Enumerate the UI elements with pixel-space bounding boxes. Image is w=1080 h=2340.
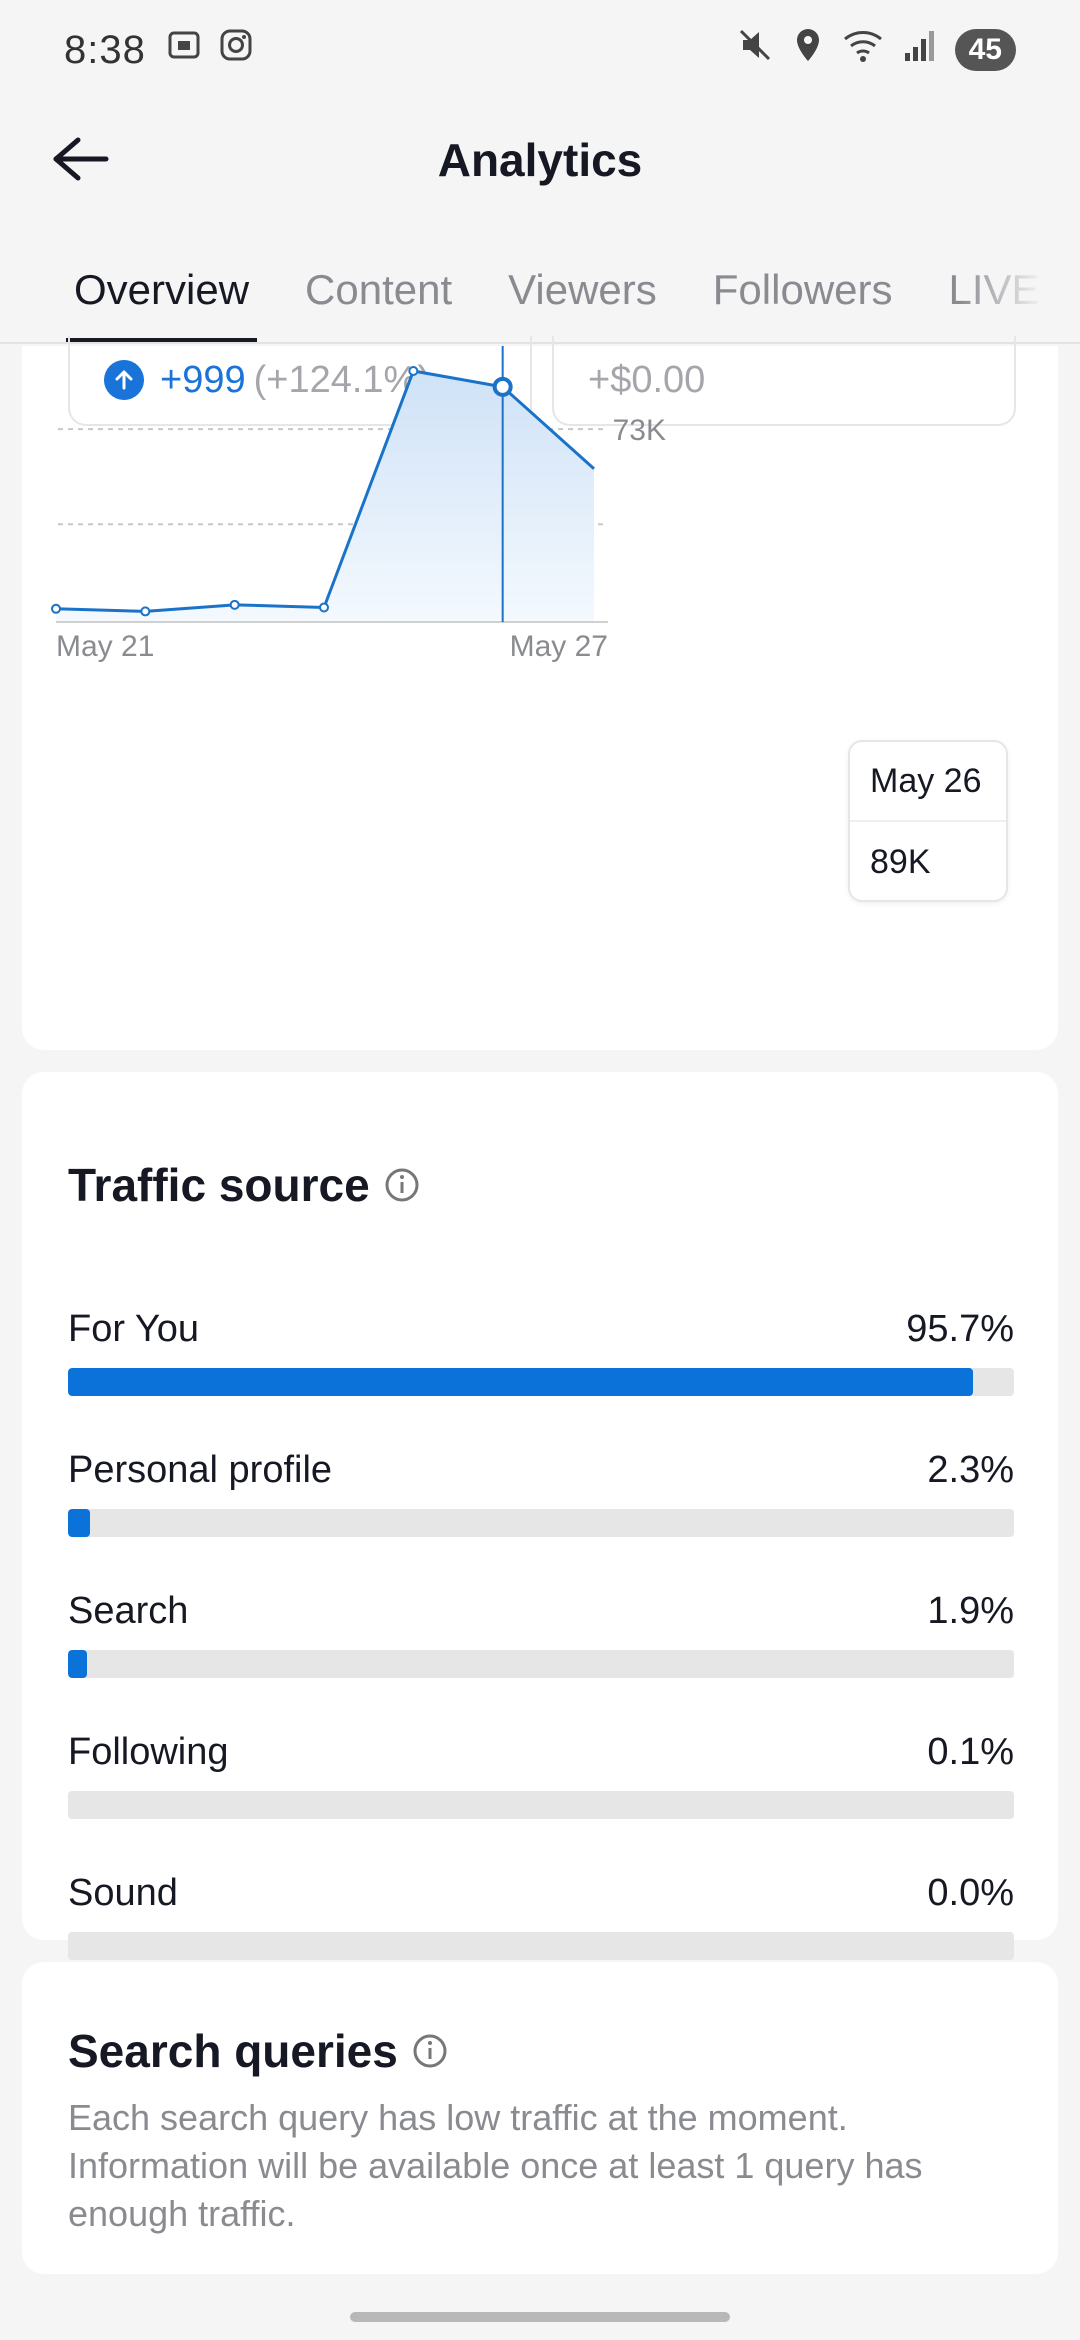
chart-point[interactable] bbox=[140, 606, 151, 617]
chart-point[interactable] bbox=[408, 365, 419, 376]
traffic-label: Personal profile bbox=[68, 1449, 333, 1491]
traffic-row-sound: Sound 0.0% bbox=[68, 1872, 1014, 1960]
screenshot-icon bbox=[164, 25, 204, 75]
traffic-label: Sound bbox=[68, 1872, 178, 1914]
traffic-bar-fill bbox=[68, 1650, 87, 1678]
status-bar: 8:38 45 bbox=[0, 0, 1080, 100]
traffic-bar-fill bbox=[68, 1509, 90, 1537]
traffic-bar-track bbox=[68, 1791, 1014, 1819]
stat-box-earnings[interactable]: +$0.00 bbox=[552, 336, 1016, 426]
traffic-value: 95.7% bbox=[906, 1308, 1014, 1350]
up-arrow-icon bbox=[104, 360, 144, 400]
tooltip-value: 89K bbox=[870, 842, 931, 881]
tooltip-date: May 26 bbox=[850, 742, 1006, 822]
chart-point[interactable] bbox=[319, 602, 329, 613]
tab-overview[interactable]: Overview bbox=[46, 266, 277, 342]
stat-earnings-value: +$0.00 bbox=[588, 358, 706, 401]
traffic-bar-track bbox=[68, 1509, 1014, 1537]
tab-fade bbox=[960, 240, 1080, 342]
tab-viewers[interactable]: Viewers bbox=[508, 266, 657, 313]
signal-icon bbox=[903, 25, 939, 75]
traffic-label: Search bbox=[68, 1590, 189, 1632]
overview-chart-card: +999 (+124.1%) +$0.00 109K 73K May 21 May 2… bbox=[22, 336, 1058, 1050]
traffic-value: 1.9% bbox=[927, 1590, 1014, 1632]
traffic-row-search: Search 1.9% bbox=[68, 1590, 1014, 1678]
tab-followers[interactable]: Followers bbox=[712, 266, 893, 313]
stat-delta: +999 bbox=[160, 358, 246, 401]
home-indicator[interactable] bbox=[350, 2312, 730, 2322]
stat-box-views[interactable]: +999 (+124.1%) bbox=[68, 336, 532, 426]
battery-indicator: 45 bbox=[954, 29, 1016, 71]
back-arrow-icon bbox=[48, 134, 112, 189]
search-queries-title-row: Search queries bbox=[68, 2024, 450, 2078]
page-title: Analytics bbox=[437, 134, 643, 186]
x-tick-label: May 21 bbox=[56, 630, 154, 663]
traffic-row-following: Following 0.1% bbox=[68, 1731, 1014, 1819]
app-header: Analytics bbox=[0, 110, 1080, 210]
traffic-value: 0.1% bbox=[927, 1731, 1014, 1773]
info-icon[interactable] bbox=[382, 1165, 422, 1205]
traffic-row-personal-profile: Personal profile 2.3% bbox=[68, 1449, 1014, 1537]
location-icon bbox=[791, 25, 825, 75]
traffic-bar-track bbox=[68, 1650, 1014, 1678]
stat-delta-percent: (+124.1%) bbox=[253, 358, 430, 401]
chart-selected-point[interactable] bbox=[492, 376, 513, 397]
tab-bar: Overview Content Viewers Followers LIVE bbox=[0, 240, 1080, 344]
instagram-icon bbox=[216, 25, 256, 75]
status-time: 8:38 bbox=[64, 27, 146, 72]
mute-icon bbox=[735, 25, 775, 75]
y-tick-label: 73K bbox=[613, 414, 666, 447]
chart-point[interactable] bbox=[51, 603, 61, 614]
x-tick-label: May 27 bbox=[510, 630, 608, 663]
wifi-icon bbox=[841, 25, 887, 75]
views-area-chart: 109K 73K May 21 May 27 bbox=[51, 346, 666, 663]
traffic-bar-track bbox=[68, 1368, 1014, 1396]
back-button[interactable] bbox=[40, 126, 120, 196]
traffic-row-for-you: For You 95.7% bbox=[68, 1308, 1014, 1396]
traffic-bar-track bbox=[68, 1932, 1014, 1960]
traffic-label: Following bbox=[68, 1731, 229, 1773]
search-queries-card: Search queries Each search query has low… bbox=[22, 1962, 1058, 2274]
search-queries-description: Each search query has low traffic at the… bbox=[68, 2097, 923, 2234]
traffic-source-card: Traffic source For You 95.7% Personal pr… bbox=[22, 1072, 1058, 1960]
traffic-value: 0.0% bbox=[927, 1872, 1014, 1914]
traffic-label: For You bbox=[68, 1308, 199, 1350]
traffic-source-title: Traffic source bbox=[68, 1159, 370, 1211]
tab-content[interactable]: Content bbox=[305, 266, 453, 313]
search-queries-title: Search queries bbox=[68, 2025, 398, 2077]
chart-area-fill bbox=[56, 370, 594, 622]
chart-tooltip: May 26 89K bbox=[848, 740, 1008, 902]
info-icon[interactable] bbox=[410, 2031, 450, 2071]
traffic-source-title-row: Traffic source bbox=[68, 1158, 422, 1212]
y-tick-label: 109K bbox=[596, 346, 666, 352]
traffic-bar-fill bbox=[68, 1368, 974, 1396]
traffic-value: 2.3% bbox=[927, 1449, 1014, 1491]
chart-point[interactable] bbox=[229, 599, 240, 610]
